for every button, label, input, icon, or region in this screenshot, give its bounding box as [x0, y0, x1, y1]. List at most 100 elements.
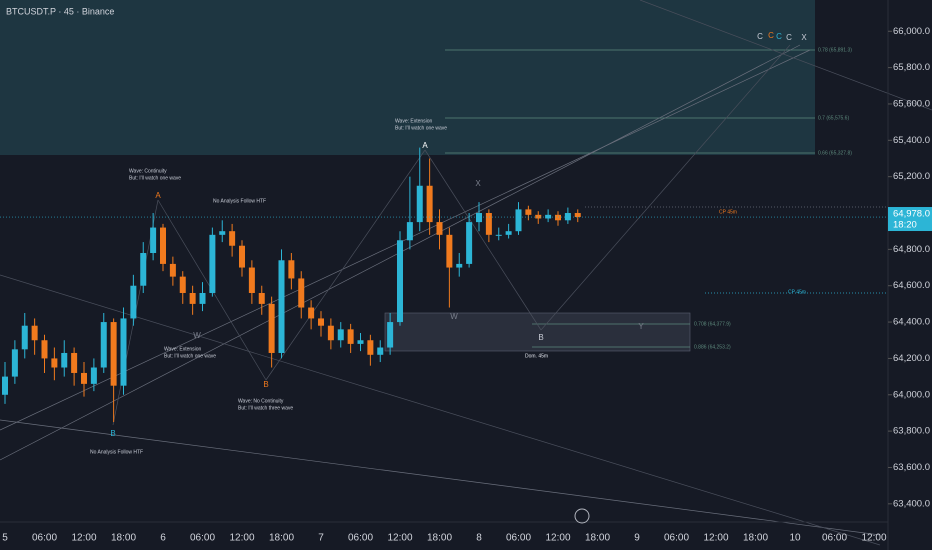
y-tick-label: 66,000.0 — [893, 26, 930, 37]
candle-body — [387, 322, 394, 348]
candle-body — [357, 340, 364, 344]
last-price-box — [888, 207, 932, 232]
wave-label: W — [450, 312, 458, 321]
annotation: 0.66 (65,327.8) — [818, 150, 852, 156]
candle-body — [169, 263, 176, 277]
annotation: But: I'll watch three wave — [238, 405, 293, 411]
annotation: But: I'll watch one wave — [129, 175, 181, 181]
y-tick-label: 63,800.0 — [893, 426, 930, 437]
candle-body — [140, 253, 147, 286]
wave-label: B — [538, 333, 543, 342]
x-tick-label: 6 — [160, 533, 166, 544]
zone — [0, 0, 815, 155]
wave-label: X — [801, 33, 807, 42]
candle-body — [21, 325, 28, 350]
icon — [574, 508, 590, 524]
annotation: CP 45m — [719, 209, 737, 215]
y-tick-label: 64,200.0 — [893, 353, 930, 364]
candle-body — [71, 352, 78, 373]
candle-body — [485, 213, 492, 235]
candle-body — [574, 213, 581, 218]
y-tick-label: 64,400.0 — [893, 317, 930, 328]
candle-body — [426, 185, 433, 223]
candle-body — [564, 213, 571, 221]
candle-body — [120, 318, 127, 386]
candle-body — [41, 340, 48, 359]
last-price-label: 64,978.0 — [893, 209, 930, 220]
wave-label: Y — [638, 322, 644, 331]
y-tick-label: 64,600.0 — [893, 280, 930, 291]
candle-body — [160, 227, 166, 264]
candle-body — [377, 347, 384, 355]
trend-line — [424, 149, 542, 331]
candle-body — [31, 325, 38, 341]
x-tick-label: 8 — [476, 533, 482, 544]
x-tick-label: 06:00 — [822, 533, 847, 544]
x-tick-label: 12:00 — [229, 533, 254, 544]
wave-label: B — [110, 429, 115, 438]
candle-body — [248, 267, 255, 293]
x-tick-label: 9 — [634, 533, 640, 544]
wave-label: C — [786, 33, 792, 42]
wave-label: A — [155, 191, 161, 200]
wave-label: W — [193, 331, 201, 340]
candle-body — [466, 222, 473, 264]
candle-body — [406, 222, 413, 241]
y-tick-label: 64,000.0 — [893, 389, 930, 400]
candle-body — [2, 376, 8, 395]
y-tick-label: 65,800.0 — [893, 62, 930, 73]
candle-body — [110, 322, 117, 386]
x-tick-label: 12:00 — [703, 533, 728, 544]
annotation: But: I'll watch one wave — [395, 125, 447, 131]
wave-label: A — [422, 141, 428, 150]
candle-body — [100, 322, 107, 368]
candle-body — [288, 260, 295, 279]
candle-body — [525, 209, 532, 215]
annotation: But: I'll watch one wave — [164, 353, 216, 359]
x-tick-label: 18:00 — [743, 533, 768, 544]
trend-line — [0, 274, 881, 546]
x-tick-label: 7 — [318, 533, 324, 544]
candle-body — [555, 214, 561, 221]
annotation: Dom. 45m — [525, 353, 548, 359]
box — [384, 312, 691, 352]
y-tick-label: 63,400.0 — [893, 498, 930, 509]
candle-body — [327, 325, 334, 341]
candle-body — [81, 372, 87, 384]
y-tick-label: 65,600.0 — [893, 98, 930, 109]
x-tick-label: 5 — [2, 533, 8, 544]
x-tick-label: 06:00 — [506, 533, 531, 544]
candle-body — [150, 227, 157, 254]
trend-line — [0, 419, 881, 536]
candle-body — [446, 234, 453, 268]
candle-body — [189, 292, 196, 304]
x-tick-label: 06:00 — [664, 533, 689, 544]
candle-body — [308, 307, 315, 319]
x-tick-label: 06:00 — [32, 533, 57, 544]
candle-body — [545, 214, 552, 219]
x-tick-label: 06:00 — [348, 533, 373, 544]
candle-body — [505, 231, 512, 235]
x-tick-label: 12:00 — [387, 533, 412, 544]
candle-body — [219, 231, 226, 235]
candle-body — [318, 318, 324, 326]
annotation: Wave: No Continuity — [238, 398, 284, 404]
x-tick-label: 12:00 — [545, 533, 570, 544]
x-tick-label: 18:00 — [427, 533, 452, 544]
wave-label: C — [768, 31, 774, 40]
trend-line — [540, 44, 791, 331]
annotation: Wave: Continuity — [129, 168, 167, 174]
annotation: 0.78 (65,891.3) — [818, 47, 852, 53]
y-tick-label: 63,600.0 — [893, 462, 930, 473]
annotation: Wave: Extension — [164, 346, 202, 352]
x-tick-label: 10 — [789, 533, 801, 544]
annotation: CP 45m — [788, 289, 806, 295]
trend-line — [265, 149, 426, 381]
annotation: 0.708 (64,377.9) — [694, 321, 731, 327]
candle-body — [90, 367, 97, 384]
candle-body — [179, 276, 186, 293]
candle-body — [239, 245, 245, 268]
x-tick-label: 12:00 — [71, 533, 96, 544]
candle-body — [11, 349, 18, 377]
